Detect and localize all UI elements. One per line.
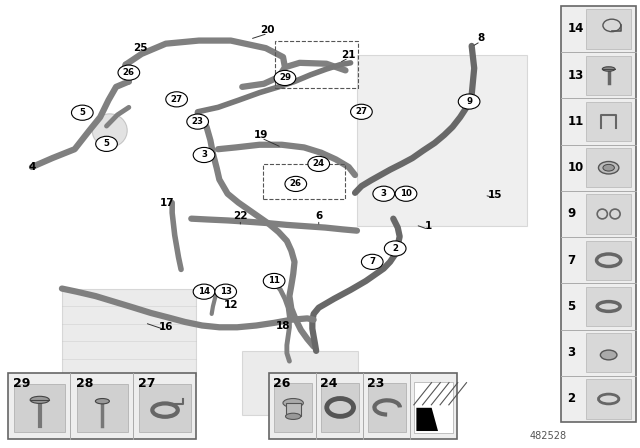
Text: 7: 7 (369, 257, 375, 267)
Circle shape (72, 105, 93, 120)
Text: 14: 14 (567, 22, 584, 35)
Circle shape (193, 147, 215, 163)
Text: 13: 13 (220, 287, 232, 296)
Circle shape (263, 273, 285, 289)
Circle shape (385, 241, 406, 256)
Text: 18: 18 (276, 320, 291, 331)
Ellipse shape (602, 67, 615, 71)
Text: 8: 8 (477, 33, 484, 43)
Polygon shape (417, 408, 438, 431)
Text: 24: 24 (320, 377, 337, 390)
Text: 2: 2 (567, 392, 575, 405)
FancyBboxPatch shape (269, 373, 457, 439)
Text: 6: 6 (315, 211, 323, 221)
Circle shape (373, 186, 394, 201)
Text: 11: 11 (567, 115, 584, 128)
Text: 5: 5 (567, 300, 575, 313)
Ellipse shape (603, 164, 614, 171)
Text: 9: 9 (466, 97, 472, 106)
Ellipse shape (600, 350, 617, 360)
Text: 3: 3 (201, 151, 207, 159)
Text: 26: 26 (273, 377, 290, 390)
Ellipse shape (598, 161, 619, 174)
Circle shape (458, 94, 480, 109)
Text: 22: 22 (233, 211, 248, 221)
Bar (285, 403, 301, 416)
Text: 482528: 482528 (529, 431, 566, 441)
Text: 3: 3 (567, 346, 575, 359)
Circle shape (187, 114, 209, 129)
Text: 25: 25 (133, 43, 148, 53)
Polygon shape (243, 351, 358, 415)
Text: 7: 7 (567, 254, 575, 267)
Text: 13: 13 (567, 69, 584, 82)
Circle shape (351, 104, 372, 119)
Circle shape (193, 284, 215, 299)
Text: 10: 10 (567, 161, 584, 174)
Text: 26: 26 (123, 68, 135, 77)
Polygon shape (357, 55, 527, 226)
FancyBboxPatch shape (8, 373, 196, 439)
Bar (414, 382, 453, 433)
Text: 26: 26 (290, 180, 302, 189)
Text: 20: 20 (260, 26, 275, 35)
Circle shape (96, 136, 117, 151)
Bar (586, 287, 631, 326)
FancyBboxPatch shape (561, 6, 636, 422)
Text: 2: 2 (392, 244, 398, 253)
Text: 27: 27 (171, 95, 182, 104)
Text: 3: 3 (381, 189, 387, 198)
Text: 16: 16 (159, 322, 173, 332)
Circle shape (362, 254, 383, 269)
Bar (586, 379, 631, 418)
Circle shape (118, 65, 140, 80)
Text: 23: 23 (367, 377, 384, 390)
Bar (77, 384, 128, 432)
Text: 17: 17 (160, 198, 174, 207)
Text: 5: 5 (79, 108, 85, 117)
Text: 23: 23 (191, 117, 204, 126)
Bar (586, 148, 631, 187)
Ellipse shape (92, 114, 127, 147)
Text: 14: 14 (198, 287, 210, 296)
Text: 5: 5 (104, 139, 109, 148)
Bar (586, 56, 631, 95)
Bar (14, 384, 65, 432)
Bar (586, 333, 631, 372)
Bar (586, 241, 631, 280)
Text: 28: 28 (76, 377, 93, 390)
Bar (274, 383, 312, 432)
Circle shape (395, 186, 417, 201)
Circle shape (274, 70, 296, 86)
Text: 19: 19 (254, 130, 269, 140)
Text: 12: 12 (223, 300, 238, 310)
Text: 21: 21 (341, 50, 356, 60)
Text: 29: 29 (279, 73, 291, 82)
Text: 1: 1 (425, 221, 432, 231)
Ellipse shape (30, 396, 49, 404)
Ellipse shape (285, 413, 301, 419)
Bar (140, 384, 191, 432)
Bar (321, 383, 359, 432)
Text: 9: 9 (567, 207, 575, 220)
Text: 27: 27 (138, 377, 156, 390)
Circle shape (166, 92, 188, 107)
Text: 10: 10 (400, 189, 412, 198)
Text: 11: 11 (268, 276, 280, 285)
Text: 24: 24 (313, 159, 324, 168)
Circle shape (285, 177, 307, 191)
Bar (586, 102, 631, 141)
Bar (586, 9, 631, 48)
Bar (368, 383, 406, 432)
Ellipse shape (95, 399, 109, 404)
Circle shape (215, 284, 237, 299)
Text: 15: 15 (488, 190, 502, 200)
Text: 4: 4 (28, 162, 36, 172)
Circle shape (308, 156, 330, 172)
Text: 27: 27 (355, 108, 367, 116)
Ellipse shape (283, 399, 303, 407)
Bar (586, 194, 631, 233)
Polygon shape (62, 289, 196, 376)
Text: 29: 29 (13, 377, 30, 390)
